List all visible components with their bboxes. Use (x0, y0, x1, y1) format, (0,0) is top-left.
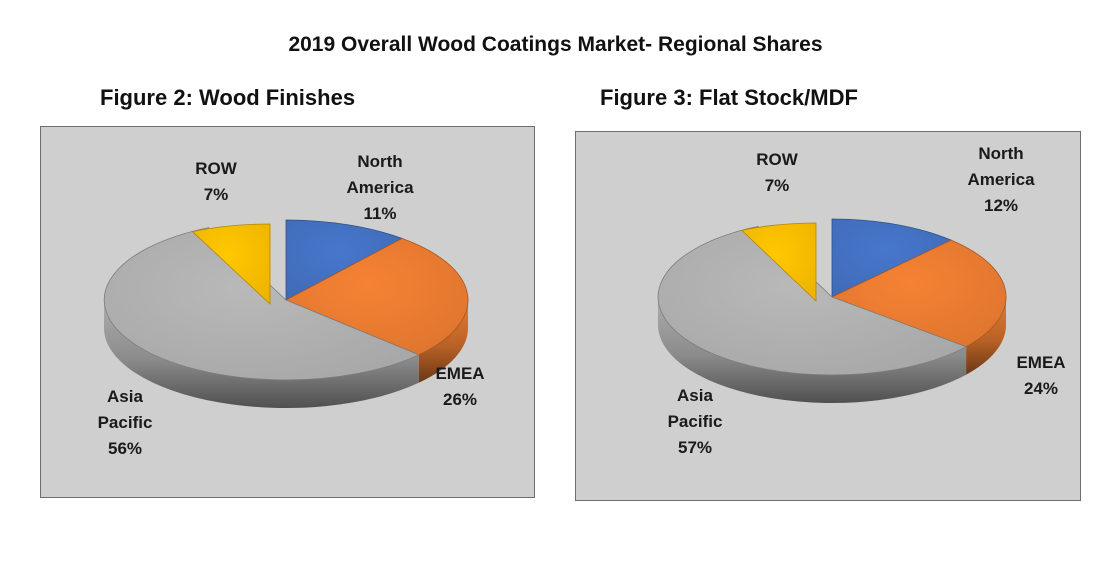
slice-side-emea (966, 297, 1006, 375)
slice-row (741, 222, 817, 302)
slice-asia-pacific (103, 227, 420, 381)
wood-finishes-pie-chart: North America 11% EMEA 26% Asia Pacific 56% ROW 7… (98, 152, 485, 458)
data-label-row: ROW 7% (195, 159, 238, 204)
slice-side-asia-pacific (103, 300, 419, 409)
wood-finishes-chart-panel: North America 11% EMEA 26% Asia Pacific 56% ROW 7… (40, 126, 535, 498)
data-label-asia-pacific: Asia Pacific 57% (668, 386, 723, 457)
slice-north-america (831, 218, 953, 298)
figure-2-title: Figure 2: Wood Finishes (100, 85, 356, 110)
slice-side-asia-pacific (658, 297, 967, 403)
slice-emea (830, 239, 1007, 348)
data-label-emea: EMEA 26% (435, 364, 484, 409)
slice-side-emea (418, 300, 469, 383)
page-title: 2019 Overall Wood Coatings Market- Regio… (288, 33, 823, 56)
flat-stock-pie-chart: North America 12% EMEA 24% Asia Pacific 57% ROW 7… (657, 144, 1066, 457)
flat-stock-chart-panel: North America 12% EMEA 24% Asia Pacific 57% ROW 7… (575, 131, 1081, 501)
figure-3-title: Figure 3: Flat Stock/MDF (600, 85, 858, 110)
slice-row (191, 223, 271, 305)
data-label-north-america: North America 12% (967, 144, 1035, 215)
slice-emea (285, 237, 469, 356)
data-label-row: ROW 7% (756, 150, 799, 195)
data-label-emea: EMEA 24% (1016, 353, 1065, 398)
data-label-north-america: North America 11% (346, 152, 414, 223)
data-label-asia-pacific: Asia Pacific 56% (98, 387, 153, 458)
slice-asia-pacific (657, 225, 968, 376)
slice-north-america (285, 219, 403, 301)
